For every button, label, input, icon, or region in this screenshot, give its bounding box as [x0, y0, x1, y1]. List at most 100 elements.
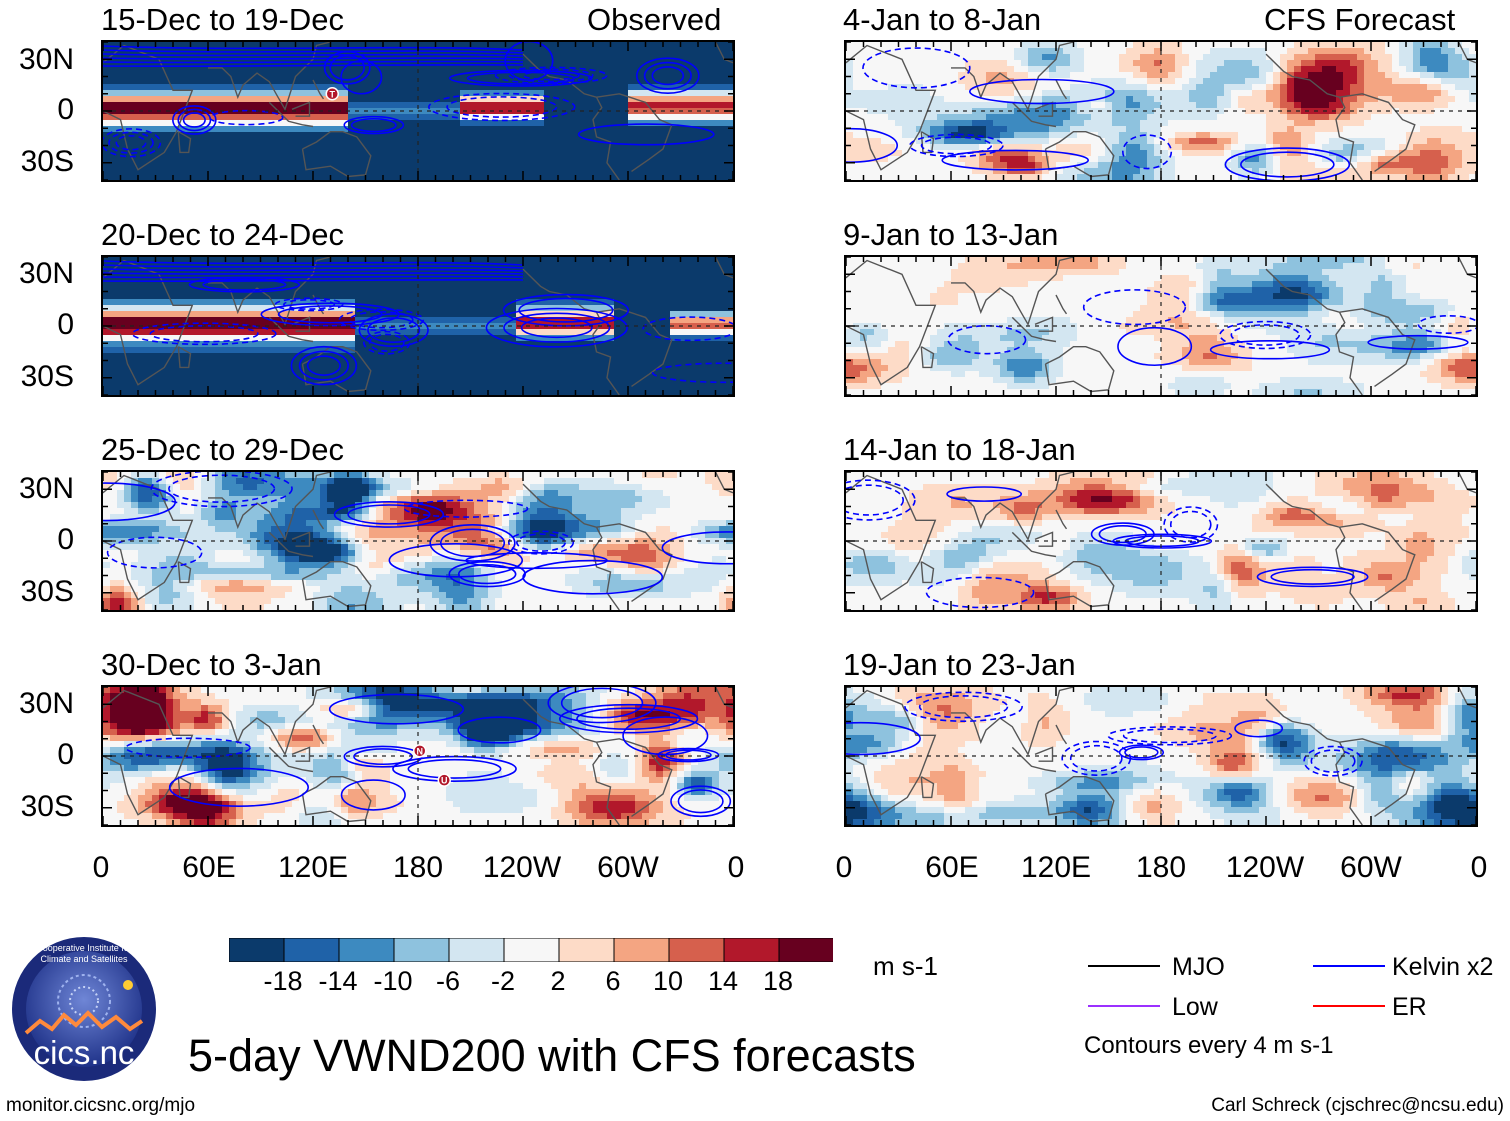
field-cell	[551, 353, 559, 360]
field-cell	[593, 275, 601, 282]
field-cell	[271, 162, 279, 169]
field-cell	[278, 96, 286, 103]
field-cell	[621, 484, 629, 491]
field-cell	[523, 335, 531, 342]
field-cell	[649, 54, 657, 61]
field-cell	[222, 335, 230, 342]
field-cell	[551, 132, 559, 139]
field-cell	[558, 269, 566, 276]
field-cell	[271, 132, 279, 139]
field-cell	[502, 496, 510, 503]
field-cell	[222, 168, 230, 175]
field-cell	[656, 293, 664, 300]
field-cell	[110, 84, 118, 91]
field-cell	[159, 156, 167, 163]
field-cell	[369, 365, 377, 372]
field-cell	[320, 371, 328, 378]
field-cell	[194, 90, 202, 97]
field-cell	[663, 359, 671, 366]
field-cell	[299, 126, 307, 133]
field-cell	[278, 114, 286, 121]
field-cell	[110, 353, 118, 360]
field-cell	[124, 275, 132, 282]
field-cell	[390, 293, 398, 300]
field-cell	[264, 377, 272, 384]
contour-line	[306, 355, 341, 376]
field-cell	[551, 90, 559, 97]
field-cell	[250, 478, 258, 485]
field-cell	[677, 287, 685, 294]
field-cell	[138, 371, 146, 378]
field-cell	[698, 156, 706, 163]
field-cell	[425, 341, 433, 348]
field-cell	[117, 359, 125, 366]
field-cell	[572, 263, 580, 270]
field-cell	[579, 496, 587, 503]
field-cell	[586, 281, 594, 288]
coastline	[177, 346, 192, 369]
field-cell	[558, 132, 566, 139]
field-cell	[425, 257, 433, 264]
field-cell	[159, 317, 167, 324]
field-cell	[593, 323, 601, 330]
field-cell	[404, 108, 412, 115]
field-cell	[194, 174, 202, 180]
field-cell	[649, 353, 657, 360]
field-cell	[593, 335, 601, 342]
field-cell	[201, 84, 209, 91]
field-cell	[537, 490, 545, 497]
field-cell	[481, 168, 489, 175]
field-cell	[635, 335, 643, 342]
field-cell	[467, 371, 475, 378]
field-cell	[243, 472, 251, 479]
field-cell	[481, 138, 489, 145]
field-cell	[628, 305, 636, 312]
field-cell	[201, 54, 209, 61]
field-cell	[145, 389, 153, 395]
field-cell	[243, 305, 251, 312]
field-cell	[698, 96, 706, 103]
field-cell	[537, 502, 545, 509]
field-cell	[362, 156, 370, 163]
field-cell	[229, 120, 237, 127]
field-cell	[530, 54, 538, 61]
field-cell	[593, 48, 601, 55]
field-cell	[663, 126, 671, 133]
field-cell	[418, 311, 426, 318]
field-cell	[411, 371, 419, 378]
field-cell	[257, 299, 265, 306]
field-cell	[222, 281, 230, 288]
field-cell	[663, 478, 671, 485]
field-cell	[600, 102, 608, 109]
field-cell	[299, 389, 307, 395]
field-cell	[383, 120, 391, 127]
field-cell	[635, 293, 643, 300]
field-cell	[110, 484, 118, 491]
field-cell	[677, 120, 685, 127]
field-cell	[292, 72, 300, 79]
field-cell	[425, 120, 433, 127]
field-cell	[250, 371, 258, 378]
field-cell	[705, 305, 713, 312]
field-cell	[558, 311, 566, 318]
field-cell	[649, 168, 657, 175]
field-cell	[215, 341, 223, 348]
field-cell	[439, 484, 447, 491]
field-cell	[166, 120, 174, 127]
field-cell	[180, 138, 188, 145]
field-cell	[131, 311, 139, 318]
field-cell	[439, 84, 447, 91]
field-cell	[257, 269, 265, 276]
field-cell	[166, 114, 174, 121]
field-cell	[152, 144, 160, 151]
field-cell	[117, 60, 125, 67]
field-cell	[264, 174, 272, 180]
field-cell	[306, 150, 314, 157]
field-cell	[180, 120, 188, 127]
field-cell	[250, 335, 258, 342]
field-cell	[383, 108, 391, 115]
field-cell	[166, 299, 174, 306]
panel-title-right-3: 19-Jan to 23-Jan	[843, 647, 1076, 682]
field-cell	[572, 341, 580, 348]
field-cell	[229, 132, 237, 139]
